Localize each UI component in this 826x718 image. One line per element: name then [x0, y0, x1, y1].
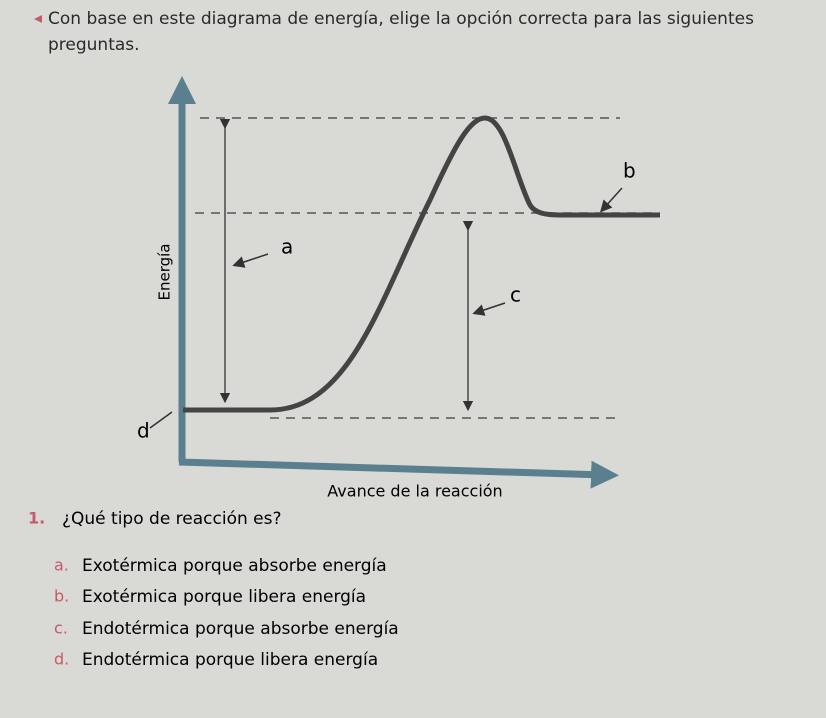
y-axis-label: Energía: [156, 244, 174, 301]
energy-curve: [183, 115, 660, 413]
option-text: Endotérmica porque absorbe energía: [82, 619, 399, 639]
option-text: Exotérmica porque libera energía: [82, 587, 366, 607]
pointer-d: [149, 411, 173, 429]
pointer-c: [472, 302, 506, 316]
question-text: ¿Qué tipo de reacción es?: [62, 509, 282, 529]
x-axis: [178, 458, 619, 489]
label-a: a: [281, 235, 293, 259]
label-c: c: [510, 283, 521, 307]
option-letter: b.: [54, 587, 69, 606]
pointer-a: [232, 253, 269, 268]
dashed-lines: [195, 117, 660, 419]
pointer-b: [599, 187, 623, 213]
instruction: Con base en este diagrama de energía, el…: [48, 9, 754, 55]
question-number: 1.: [28, 509, 45, 528]
label-d: d: [137, 419, 150, 443]
option-letter: c.: [54, 619, 68, 638]
option-letter: a.: [54, 556, 69, 575]
label-b: b: [623, 159, 636, 183]
option-letter: d.: [54, 650, 69, 669]
option-text: Endotérmica porque libera energía: [82, 650, 378, 670]
option-text: Exotérmica porque absorbe energía: [82, 556, 387, 576]
x-axis-label: Avance de la reacción: [327, 482, 502, 501]
bullet-icon: [34, 15, 42, 23]
